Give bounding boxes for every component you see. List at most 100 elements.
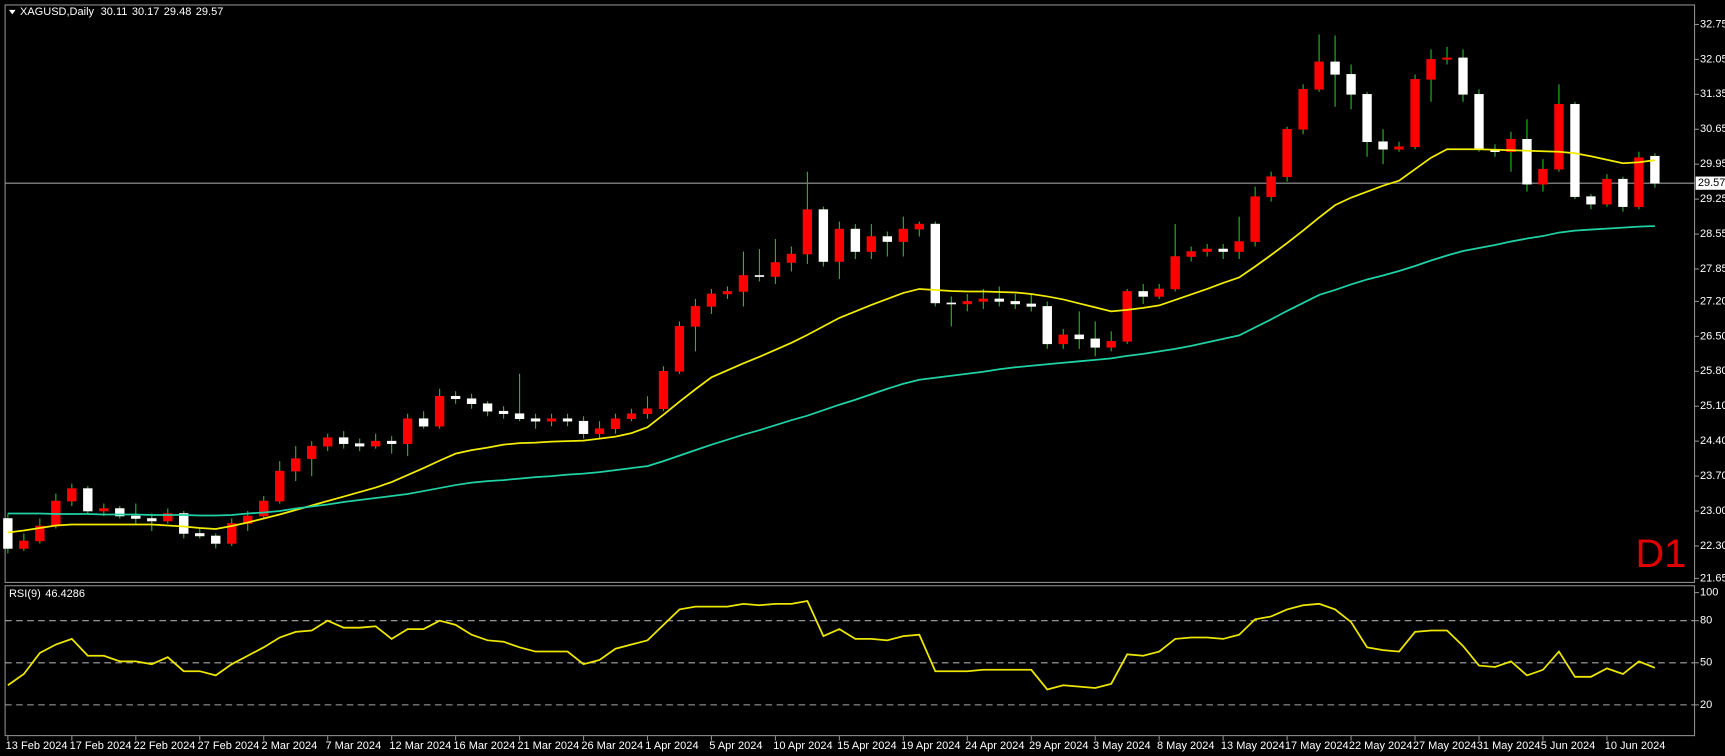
y-tick-label: 21.65 — [1700, 572, 1725, 584]
candle-body — [1506, 138, 1516, 152]
y-tick-label: 80 — [1700, 615, 1712, 627]
x-tick-label: 21 Mar 2024 — [517, 740, 579, 752]
candle-body — [1266, 176, 1276, 197]
candle-body — [179, 513, 189, 534]
candle-body — [1410, 79, 1420, 148]
candle-body — [1458, 57, 1468, 95]
candle-body — [1138, 291, 1148, 297]
y-tick-label: 27.20 — [1700, 295, 1725, 307]
candle-body — [1186, 251, 1196, 257]
x-tick-label: 19 Apr 2024 — [901, 740, 960, 752]
current-price-box — [1695, 176, 1725, 190]
rsi-title: RSI(9) — [9, 588, 41, 600]
candle-body — [706, 293, 717, 307]
candle-body — [690, 306, 701, 327]
candle-body — [1282, 128, 1292, 177]
candle-body — [370, 440, 381, 447]
x-tick-label: 3 May 2024 — [1093, 740, 1151, 752]
candle-body — [866, 236, 877, 252]
y-tick-label: 32.05 — [1700, 53, 1725, 65]
symbol-title: XAGUSD,Daily — [20, 6, 95, 18]
x-tick-label: 10 Apr 2024 — [773, 740, 832, 752]
candle-body — [291, 458, 301, 472]
candle-body — [243, 515, 253, 524]
y-tick-label: 28.55 — [1700, 228, 1725, 240]
y-tick-label: 27.85 — [1700, 263, 1725, 275]
candle-body — [610, 418, 621, 429]
candle-body — [1314, 61, 1324, 90]
candle-body — [1298, 89, 1308, 130]
chart-header: XAGUSD,Daily 30.11 30.17 29.48 29.57 — [20, 6, 223, 18]
x-tick-label: 17 May 2024 — [1285, 740, 1349, 752]
candle-body — [1570, 104, 1580, 197]
candle-body — [898, 228, 909, 242]
y-tick-label: 30.65 — [1700, 123, 1725, 135]
candle-body — [802, 209, 813, 255]
moving-average-line — [7, 148, 1656, 534]
x-tick-label: 17 Feb 2024 — [70, 740, 132, 752]
y-tick-label: 50 — [1700, 657, 1712, 669]
candle-body — [962, 301, 972, 305]
candle-body — [946, 302, 956, 305]
candle-body — [786, 253, 797, 263]
candle-body — [1026, 303, 1036, 307]
candle-body — [1634, 157, 1644, 207]
candle-body — [227, 523, 237, 544]
candle-body — [35, 525, 45, 542]
candle-body — [1122, 291, 1132, 342]
x-tick-label: 1 Apr 2024 — [645, 740, 698, 752]
candle-body — [19, 540, 29, 549]
candle-body — [1362, 94, 1372, 143]
candle-body — [1234, 241, 1244, 252]
candle-body — [674, 326, 685, 372]
x-tick-label: 27 Feb 2024 — [198, 740, 260, 752]
candle-body — [1170, 256, 1180, 290]
y-tick-label: 29.25 — [1700, 193, 1725, 205]
candle-body — [1554, 104, 1564, 170]
candle-body — [978, 298, 988, 302]
candle-body — [498, 410, 509, 414]
candle-body — [322, 437, 333, 447]
x-tick-label: 2 Mar 2024 — [262, 740, 318, 752]
y-tick-label: 23.70 — [1700, 470, 1725, 482]
candle-body — [195, 533, 205, 537]
candle-body — [1650, 155, 1660, 184]
y-tick-label: 20 — [1700, 699, 1712, 711]
candle-body — [658, 371, 669, 409]
x-tick-label: 22 May 2024 — [1349, 740, 1413, 752]
x-tick-label: 26 Mar 2024 — [581, 740, 643, 752]
current-price-label: 29.57 — [1698, 177, 1725, 189]
y-tick-label: 32.75 — [1700, 18, 1725, 30]
candle-body — [850, 228, 861, 252]
y-tick-label: 24.40 — [1700, 435, 1725, 447]
x-tick-label: 16 Mar 2024 — [453, 740, 515, 752]
candle-body — [1586, 196, 1596, 205]
candle-body — [450, 395, 461, 400]
candle-body — [1218, 248, 1228, 252]
candle-body — [1426, 59, 1436, 80]
candle-body — [626, 413, 637, 419]
candle-body — [914, 223, 925, 230]
candle-body — [83, 488, 93, 512]
x-tick-label: 5 Apr 2024 — [709, 740, 762, 752]
x-tick-label: 15 Apr 2024 — [837, 740, 896, 752]
candle-body — [1042, 306, 1052, 345]
candle-body — [1474, 94, 1484, 150]
candle-body — [770, 262, 781, 277]
moving-average-line — [7, 225, 1655, 517]
candle-body — [1250, 196, 1260, 242]
candle-body — [402, 418, 413, 444]
candle-body — [642, 408, 653, 414]
candle-body — [338, 437, 349, 444]
x-tick-label: 10 Jun 2024 — [1605, 740, 1666, 752]
candle-body — [546, 418, 557, 422]
candle-body — [354, 443, 365, 447]
rsi-line — [7, 600, 1656, 691]
candle-body — [562, 418, 573, 422]
x-tick-label: 8 May 2024 — [1157, 740, 1215, 752]
y-tick-label: 29.95 — [1700, 158, 1725, 170]
rsi-value: 46.4286 — [45, 588, 85, 600]
candle-body — [1330, 61, 1340, 75]
candle-body — [1522, 138, 1532, 185]
